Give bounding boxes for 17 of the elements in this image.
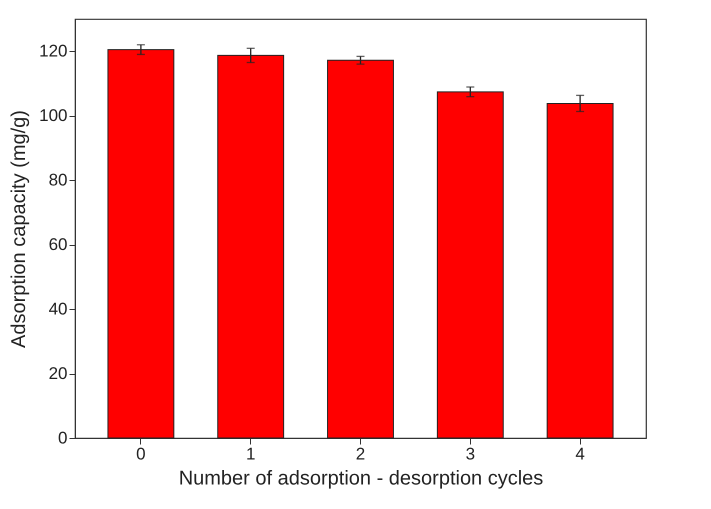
y-tick-label: 100 — [39, 106, 68, 126]
x-tick-label: 4 — [575, 444, 585, 464]
y-tick-label: 0 — [58, 428, 68, 448]
y-tick-label: 40 — [48, 300, 68, 319]
y-tick-label: 120 — [39, 42, 68, 61]
y-tick-label: 20 — [48, 364, 68, 384]
x-axis-title: Number of adsorption - desorption cycles — [178, 468, 544, 490]
y-axis-title: Adsorption capacity (mg/g) — [8, 110, 30, 348]
x-tick-label: 1 — [246, 444, 256, 464]
bar — [436, 91, 504, 438]
x-tick-label: 0 — [136, 444, 146, 464]
x-tick-label: 3 — [466, 444, 476, 464]
x-tick-label: 2 — [356, 444, 366, 464]
bar — [327, 60, 394, 438]
bar — [107, 49, 174, 438]
y-tick-label: 80 — [48, 170, 68, 190]
y-tick-label: 60 — [48, 235, 68, 254]
